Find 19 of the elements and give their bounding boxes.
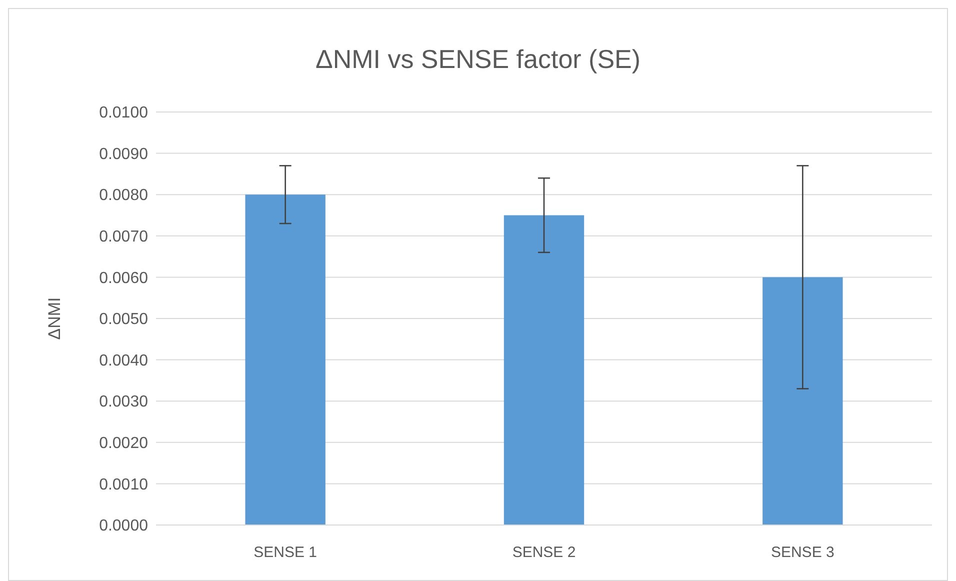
y-tick-label: 0.0060 bbox=[99, 270, 148, 287]
x-tick-label: SENSE 3 bbox=[770, 544, 834, 561]
y-tick-label: 0.0010 bbox=[99, 476, 148, 494]
chart-title: ΔNMI vs SENSE factor (SE) bbox=[315, 44, 641, 74]
y-tick-label: 0.0070 bbox=[99, 228, 148, 246]
y-tick-label: 0.0090 bbox=[99, 146, 148, 163]
y-tick-label: 0.0050 bbox=[99, 311, 148, 328]
x-tick-label: SENSE 2 bbox=[512, 544, 576, 561]
x-tick-label: SENSE 1 bbox=[254, 544, 318, 561]
y-tick-label: 0.0040 bbox=[99, 352, 148, 370]
y-tick-label: 0.0030 bbox=[99, 394, 148, 411]
y-tick-label: 0.0000 bbox=[99, 518, 148, 535]
y-tick-label: 0.0080 bbox=[99, 187, 148, 204]
bar bbox=[762, 277, 843, 525]
y-tick-label: 0.0100 bbox=[99, 104, 148, 122]
y-axis-title: ΔNMI bbox=[45, 297, 64, 340]
y-tick-label: 0.0020 bbox=[99, 435, 148, 452]
bar bbox=[245, 194, 326, 525]
bar bbox=[504, 215, 584, 525]
